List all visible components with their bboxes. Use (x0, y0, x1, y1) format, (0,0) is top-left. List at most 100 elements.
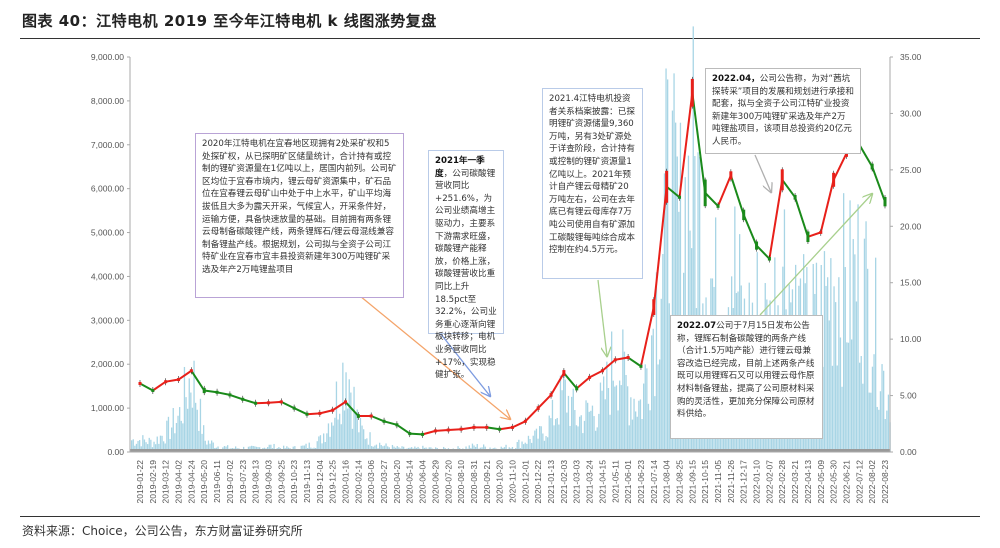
x-axis-label: 2021-03-24 (585, 460, 595, 504)
x-axis-label: 2022-08-02 (867, 460, 877, 504)
price-segment (383, 420, 398, 426)
volume-bar (343, 410, 346, 452)
annotation-text: 公司于7月15日发布公告称，锂辉石制备碳酸锂的两条产线（合计1.5万吨产能）进行… (677, 321, 815, 420)
volume-bar (358, 432, 360, 452)
volume-bar (587, 402, 589, 452)
volume-bar (135, 443, 138, 452)
volume-bar (694, 156, 696, 452)
volume-bar (155, 444, 157, 452)
volume-bar (134, 445, 136, 452)
volume-bar (532, 435, 534, 452)
volume-bar (851, 339, 853, 452)
volume-bar (188, 378, 190, 452)
volume-bar (636, 416, 638, 452)
figure-title: 图表 40：江特电机 2019 至今年江特电机 k 线图涨势复盘 (22, 12, 437, 30)
price-segment (550, 372, 565, 396)
price-segment (370, 415, 385, 423)
volume-bar (537, 438, 539, 452)
candle-body (421, 432, 425, 436)
candle-body (408, 432, 412, 436)
candle-body (177, 378, 181, 382)
volume-bar (268, 444, 270, 452)
volume-bar (878, 409, 880, 452)
volume-bar (172, 408, 174, 452)
price-segment (639, 306, 655, 367)
volume-bar (180, 420, 182, 452)
volume-bar (183, 366, 186, 452)
x-axis-label: 2021-11-26 (726, 460, 736, 503)
x-axis-label: 2022-08-23 (880, 460, 890, 504)
annotation-arrow (359, 295, 510, 419)
volume-bar (516, 442, 518, 452)
candle-body (305, 412, 309, 416)
volume-bar (527, 435, 530, 452)
price-segment (576, 376, 591, 390)
volume-bar (835, 302, 837, 452)
volume-bar (638, 400, 640, 452)
price-segment (332, 401, 347, 412)
volume-bar (623, 351, 626, 452)
x-axis-label: 2021-06-01 (623, 460, 633, 504)
candle-body (292, 406, 296, 410)
candle-body (151, 388, 155, 392)
price-segment (190, 370, 206, 392)
candle-body (613, 358, 617, 362)
volume-bar (660, 298, 662, 452)
x-axis-label: 2021-10-15 (700, 460, 710, 504)
candle-body (883, 197, 887, 207)
candle-body (626, 356, 630, 360)
candle-body (344, 400, 348, 404)
left-axis-label: 6,000.00 (91, 184, 124, 194)
volume-bar (139, 440, 141, 452)
x-axis-label: 2022-02-07 (764, 460, 774, 504)
volume-bar (679, 122, 682, 452)
left-axis-label: 1,000.00 (91, 403, 124, 413)
volume-bar (207, 440, 210, 452)
volume-bar (859, 362, 861, 452)
volume-bar (156, 436, 158, 452)
source-divider (20, 516, 980, 517)
volume-bar (604, 399, 606, 452)
volume-bar (599, 382, 602, 452)
candle-body (639, 364, 643, 368)
x-axis-label: 2022-05-09 (816, 460, 826, 504)
candle-body (755, 241, 759, 250)
price-segment (678, 92, 694, 198)
volume-bar (572, 388, 574, 452)
volume-bar (505, 444, 507, 452)
volume-bar (863, 238, 866, 452)
volume-bar (204, 440, 206, 452)
volume-bar (340, 424, 342, 452)
volume-bar (870, 392, 872, 452)
volume-bar (879, 391, 882, 452)
volume-bar (649, 410, 651, 452)
volume-bar (582, 433, 584, 452)
volume-bar (639, 399, 642, 452)
volume-bar (196, 409, 198, 452)
volume-bar (335, 381, 338, 452)
volume-bar (873, 354, 875, 452)
volume-bar (324, 441, 326, 452)
volume-bar (526, 443, 528, 452)
volume-bar (598, 413, 600, 452)
price-segment (139, 382, 154, 392)
price-segment (627, 356, 642, 368)
candle-body (729, 171, 733, 180)
candle-body (652, 299, 656, 315)
volume-bar (348, 379, 350, 452)
volume-bar (193, 360, 195, 452)
price-segment (306, 412, 320, 416)
candle-body (254, 401, 258, 405)
candle-body (266, 401, 270, 405)
volume-bar (555, 419, 557, 452)
right-axis-label: 25.00 (900, 165, 922, 175)
price-segment (409, 432, 423, 436)
volume-bar (534, 430, 536, 452)
volume-bar (169, 438, 171, 452)
volume-bar (625, 375, 627, 452)
x-axis-label: 2020-03-27 (379, 460, 389, 504)
price-segment (448, 428, 462, 431)
x-axis-label: 2021-02-03 (559, 460, 569, 504)
volume-bar (628, 425, 630, 452)
volume-bar (159, 435, 162, 452)
